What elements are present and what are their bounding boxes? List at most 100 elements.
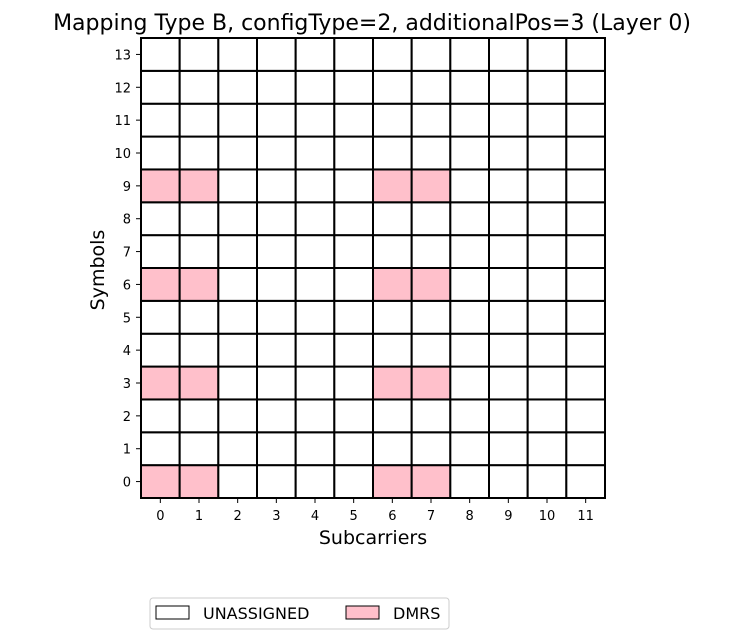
cell-s4-sc3 [256,332,297,368]
cell-s12-sc4 [294,69,336,105]
cell-s13-sc5 [333,37,375,72]
cell-s13-sc1 [178,37,220,72]
cell-s13-sc2 [217,37,258,72]
cell-s2-sc4 [294,398,336,434]
cell-s7-sc6 [372,234,413,269]
cell-s6-sc2 [217,267,258,302]
cell-s12-sc9 [488,69,529,105]
cell-s12-sc0 [140,69,181,105]
cell-s0-sc9 [488,464,529,499]
cell-s8-sc9 [488,201,529,237]
cell-s1-sc3 [256,431,297,467]
cell-s10-sc0 [140,135,181,171]
cell-s12-sc11 [565,69,606,105]
x-tick-label: 11 [577,509,594,524]
cell-s8-sc11 [565,201,606,237]
cell-s12-sc3 [256,69,297,105]
cell-s11-sc2 [217,102,258,138]
cell-s0-sc5 [333,464,375,499]
cell-s6-sc9 [488,267,529,302]
cell-s5-sc4 [294,299,336,335]
cell-s11-sc11 [565,102,606,138]
cell-s11-sc10 [526,102,568,138]
cell-s7-sc2 [217,234,258,269]
cell-s0-sc3 [256,464,297,499]
cell-s4-sc7 [410,332,452,368]
cell-s4-sc5 [333,332,375,368]
cell-s11-sc1 [178,102,220,138]
cell-s12-sc1 [178,69,220,105]
cell-s1-sc7 [410,431,452,467]
cell-s9-sc1 [178,168,220,204]
cell-s0-sc1 [178,464,220,499]
cell-s3-sc3 [256,365,297,401]
cell-s8-sc1 [178,201,220,237]
cell-s2-sc11 [565,398,606,434]
cell-s6-sc5 [333,267,375,302]
cell-s9-sc0 [140,168,181,204]
cell-s7-sc9 [488,234,529,269]
cell-s5-sc1 [178,299,220,335]
cell-s10-sc6 [372,135,413,171]
cell-s10-sc5 [333,135,375,171]
cell-s8-sc4 [294,201,336,237]
cell-s13-sc7 [410,37,452,72]
x-tick-label: 6 [388,509,396,524]
cell-s11-sc7 [410,102,452,138]
cell-s9-sc4 [294,168,336,204]
x-tick-label: 9 [504,509,512,524]
cell-s9-sc10 [526,168,568,204]
grid-cells [140,37,606,499]
cell-s0-sc4 [294,464,336,499]
x-tick-label: 8 [466,509,474,524]
cell-s8-sc3 [256,201,297,237]
cell-s4-sc9 [488,332,529,368]
cell-s2-sc2 [217,398,258,434]
cell-s10-sc1 [178,135,220,171]
cell-s9-sc3 [256,168,297,204]
cell-s4-sc6 [372,332,413,368]
y-tick-label: 10 [114,147,131,162]
cell-s9-sc5 [333,168,375,204]
cell-s7-sc10 [526,234,568,269]
cell-s10-sc11 [565,135,606,171]
cell-s9-sc9 [488,168,529,204]
cell-s13-sc8 [449,37,491,72]
cell-s11-sc5 [333,102,375,138]
cell-s6-sc11 [565,267,606,302]
cell-s11-sc9 [488,102,529,138]
cell-s7-sc0 [140,234,181,269]
y-tick-label: 3 [123,377,131,392]
cell-s12-sc5 [333,69,375,105]
cell-s3-sc9 [488,365,529,401]
cell-s1-sc0 [140,431,181,467]
cell-s0-sc8 [449,464,491,499]
cell-s13-sc9 [488,37,529,72]
cell-s10-sc2 [217,135,258,171]
cell-s4-sc11 [565,332,606,368]
cell-s10-sc3 [256,135,297,171]
cell-s2-sc8 [449,398,491,434]
cell-s5-sc10 [526,299,568,335]
cell-s0-sc11 [565,464,606,499]
y-axis-label: Symbols [87,230,109,311]
cell-s1-sc10 [526,431,568,467]
cell-s12-sc10 [526,69,568,105]
x-axis-label: Subcarriers [319,527,427,549]
cell-s5-sc9 [488,299,529,335]
y-tick-label: 4 [123,344,131,359]
cell-s13-sc4 [294,37,336,72]
cell-s8-sc10 [526,201,568,237]
cell-s10-sc8 [449,135,491,171]
cell-s7-sc8 [449,234,491,269]
x-tick-label: 0 [156,509,164,524]
cell-s2-sc10 [526,398,568,434]
y-tick-label: 11 [114,114,131,129]
legend-label-dmrs: DMRS [393,604,440,623]
cell-s6-sc7 [410,267,452,302]
cell-s9-sc11 [565,168,606,204]
cell-s10-sc9 [488,135,529,171]
cell-s11-sc6 [372,102,413,138]
